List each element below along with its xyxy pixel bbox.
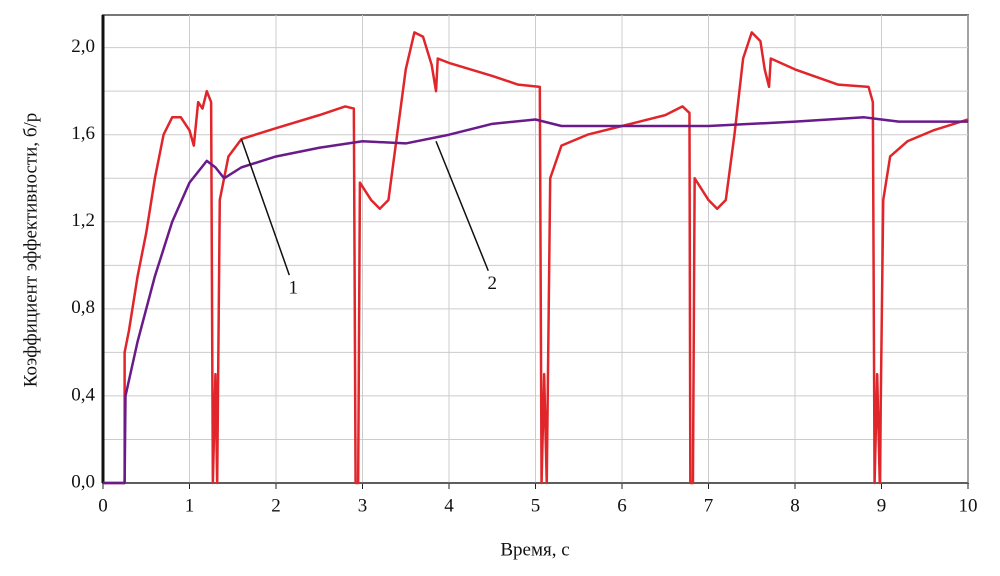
leader-line <box>435 140 489 272</box>
x-tick-label: 1 <box>185 495 195 516</box>
x-tick-label: 9 <box>877 495 887 516</box>
x-tick-label: 7 <box>704 495 714 516</box>
series-line <box>103 116 968 485</box>
y-tick-label: 0,0 <box>71 471 95 492</box>
x-tick-label: 5 <box>531 495 541 516</box>
x-tick-label: 8 <box>790 495 800 516</box>
series-label: 1 <box>289 277 299 298</box>
y-tick-label: 0,4 <box>71 384 95 405</box>
leader-line <box>240 138 291 276</box>
y-tick-label: 1,6 <box>71 123 95 144</box>
x-tick-label: 6 <box>617 495 627 516</box>
y-tick-label: 1,2 <box>71 210 95 231</box>
y-tick-label: 2,0 <box>71 36 95 57</box>
series-line <box>103 31 969 485</box>
x-tick-label: 2 <box>271 495 281 516</box>
x-tick-label: 10 <box>959 495 978 516</box>
x-tick-label: 3 <box>358 495 368 516</box>
y-tick-label: 0,8 <box>71 297 95 318</box>
x-tick-label: 0 <box>98 495 108 516</box>
series-label: 2 <box>488 273 498 294</box>
y-axis-label: Коэффициент эффективности, б/р <box>20 113 41 388</box>
x-axis-label: Время, с <box>500 539 569 560</box>
x-tick-label: 4 <box>444 495 454 516</box>
